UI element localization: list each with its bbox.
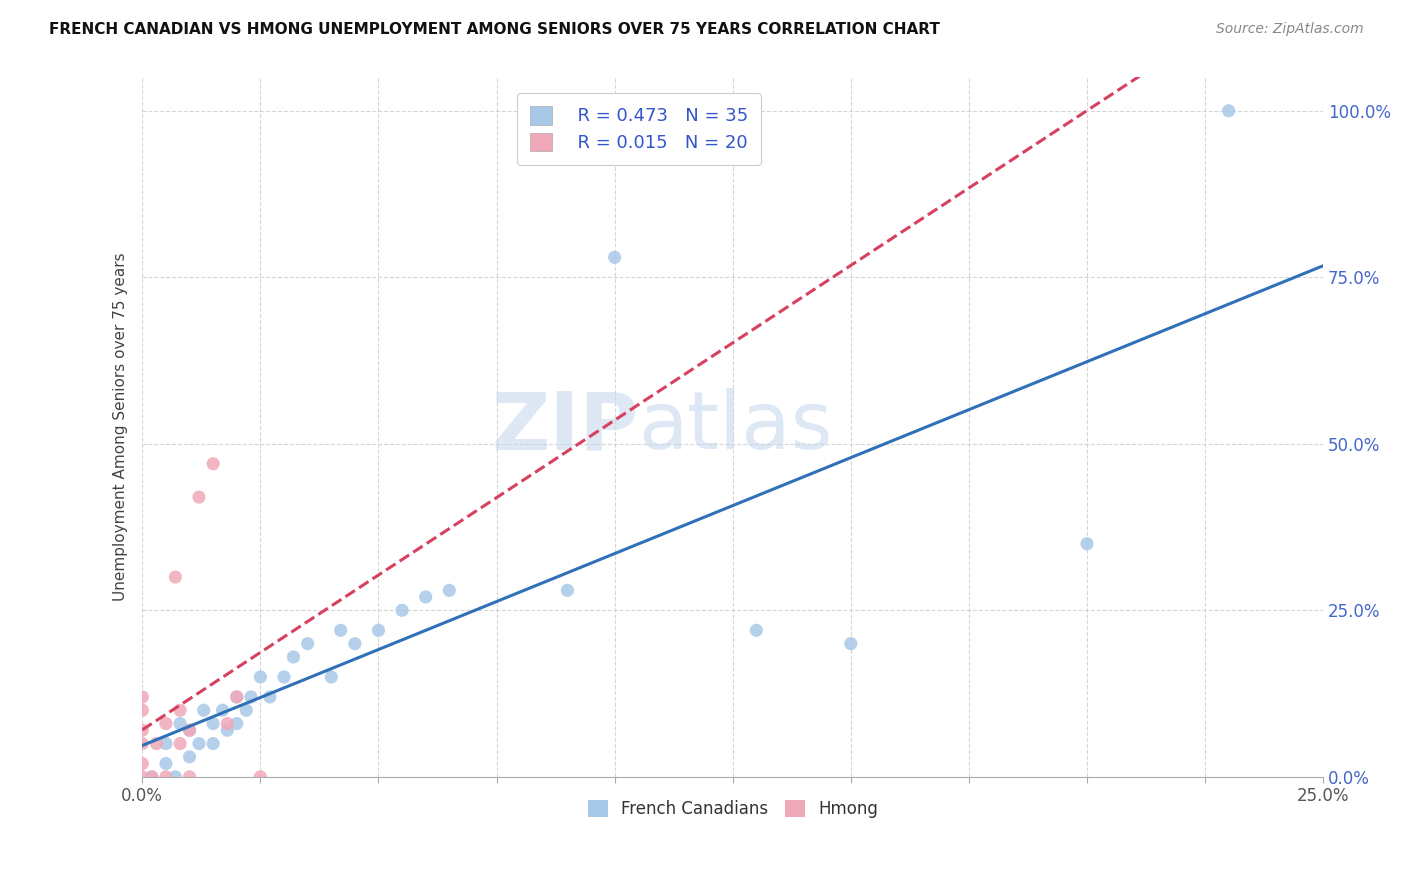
Point <box>249 770 271 784</box>
Point <box>145 737 167 751</box>
Point <box>603 250 626 264</box>
Point <box>273 670 295 684</box>
Point <box>367 624 389 638</box>
Point <box>131 770 153 784</box>
Point <box>141 770 163 784</box>
Point <box>179 750 201 764</box>
Point <box>165 570 187 584</box>
Text: atlas: atlas <box>638 388 832 467</box>
Point <box>141 770 163 784</box>
Point <box>439 583 461 598</box>
Point <box>225 690 247 704</box>
Point <box>179 770 201 784</box>
Point <box>1076 537 1098 551</box>
Point <box>202 457 225 471</box>
Point <box>259 690 281 704</box>
Point <box>225 690 247 704</box>
Point <box>131 756 153 771</box>
Point <box>188 490 211 504</box>
Point <box>329 624 352 638</box>
Point <box>202 716 225 731</box>
Text: FRENCH CANADIAN VS HMONG UNEMPLOYMENT AMONG SENIORS OVER 75 YEARS CORRELATION CH: FRENCH CANADIAN VS HMONG UNEMPLOYMENT AM… <box>49 22 941 37</box>
Point <box>225 716 247 731</box>
Point <box>343 637 366 651</box>
Point <box>745 624 768 638</box>
Point <box>557 583 579 598</box>
Point <box>131 703 153 717</box>
Point <box>297 637 319 651</box>
Point <box>169 716 191 731</box>
Point <box>249 670 271 684</box>
Point <box>283 650 305 665</box>
Point <box>169 703 191 717</box>
Point <box>131 690 153 704</box>
Point <box>239 690 262 704</box>
Point <box>321 670 343 684</box>
Point <box>179 723 201 738</box>
Text: ZIP: ZIP <box>491 388 638 467</box>
Point <box>131 737 153 751</box>
Legend: French Canadians, Hmong: French Canadians, Hmong <box>581 793 884 824</box>
Point <box>155 737 177 751</box>
Point <box>155 756 177 771</box>
Point <box>1218 103 1240 118</box>
Point <box>165 770 187 784</box>
Point <box>193 703 215 717</box>
Point <box>217 723 239 738</box>
Y-axis label: Unemployment Among Seniors over 75 years: Unemployment Among Seniors over 75 years <box>114 252 128 601</box>
Point <box>179 723 201 738</box>
Point <box>211 703 233 717</box>
Point <box>415 590 437 604</box>
Point <box>217 716 239 731</box>
Point <box>235 703 257 717</box>
Point <box>391 603 413 617</box>
Text: Source: ZipAtlas.com: Source: ZipAtlas.com <box>1216 22 1364 37</box>
Point <box>169 737 191 751</box>
Point <box>188 737 211 751</box>
Point <box>131 723 153 738</box>
Point <box>839 637 862 651</box>
Point <box>155 770 177 784</box>
Point <box>155 716 177 731</box>
Point <box>202 737 225 751</box>
